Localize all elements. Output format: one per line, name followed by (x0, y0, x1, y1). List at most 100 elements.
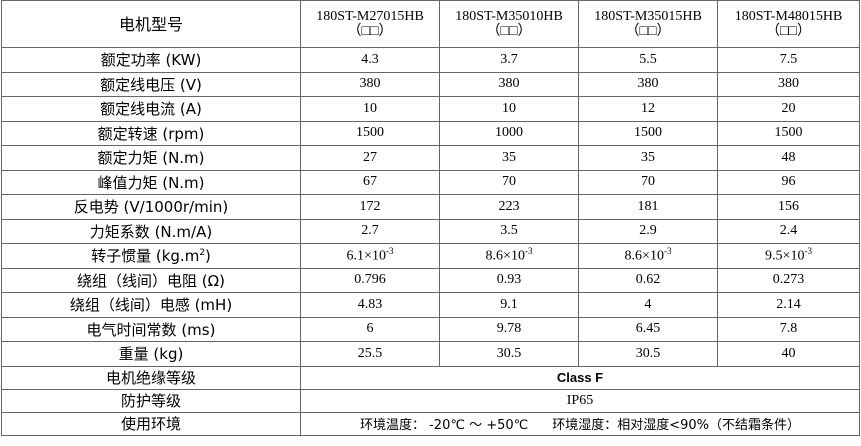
env-cell: 环境温度： -20℃ ～ +50℃ 环境湿度：相对湿度<90%（不结霜条件） (300, 411, 860, 436)
value-cell: 0.273 (717, 267, 860, 293)
value-cell: Class F (300, 365, 860, 390)
value-cell: 9.78 (439, 316, 579, 342)
model-suffix: （□□） (486, 24, 532, 39)
value-cell: 223 (439, 194, 579, 220)
model-cell: 180ST-M35015HB （□□） (578, 0, 718, 48)
value-cell: 40 (717, 341, 860, 367)
model-cell: 180ST-M27015HB （□□） (300, 0, 440, 48)
value-cell: 6.45 (578, 316, 718, 342)
row-label: 防护等级 (1, 388, 301, 413)
value-cell: 9.5×10-3 (717, 243, 860, 269)
value-cell: 35 (578, 145, 718, 171)
value-cell: 5.5 (578, 47, 718, 73)
model-cell: 180ST-M48015HB （□□） (717, 0, 860, 48)
label-text: 绕组（线间）电阻 (Ω) (77, 271, 225, 290)
label-text: 额定线电流 (A) (100, 100, 202, 119)
value-cell: 48 (717, 145, 860, 171)
header-row: 电机型号 180ST-M27015HB （□□） 180ST-M35010HB （□□）… (1, 0, 860, 48)
value-cell: 7.5 (717, 47, 860, 73)
row-label: 额定转速 (rpm) (1, 120, 301, 146)
label-text: 额定力矩 (N.m) (97, 149, 205, 168)
label-text: 重量 (kg) (118, 345, 184, 364)
spec-row: 额定力矩 (N.m) 27 35 35 48 (1, 145, 860, 171)
value-cell: 0.796 (300, 267, 440, 293)
value-cell: 70 (439, 169, 579, 195)
model-suffix: （□□） (625, 24, 671, 39)
value-cell: 20 (717, 96, 860, 122)
row-label: 额定线电压 (V) (1, 71, 301, 97)
row-label: 力矩系数 (N.m/A) (1, 218, 301, 244)
footer-row: 电机绝缘等级 Class F (1, 365, 860, 390)
label-text: 反电势 (V/1000r/min) (73, 198, 229, 217)
spec-row: 转子惯量 (kg.m2) 6.1×10-3 8.6×10-3 8.6×10-3 9.5×… (1, 243, 860, 269)
row-label: 重量 (kg) (1, 341, 301, 367)
value-sup: -3 (663, 246, 672, 257)
label-text: 力矩系数 (N.m/A) (89, 222, 213, 241)
spec-row: 额定转速 (rpm) 1500 1000 1500 1500 (1, 120, 860, 146)
value-cell: 6.1×10-3 (300, 243, 440, 269)
model-name: 180ST-M48015HB (734, 9, 843, 24)
value-cell: 70 (578, 169, 718, 195)
value-cell: 3.7 (439, 47, 579, 73)
value-cell: 27 (300, 145, 440, 171)
value-cell: 10 (300, 96, 440, 122)
value-cell: 1500 (578, 120, 718, 146)
model-cell: 180ST-M35010HB （□□） (439, 0, 579, 48)
spec-row: 额定线电压 (V) 380 380 380 380 (1, 71, 860, 97)
value-cell: 25.5 (300, 341, 440, 367)
model-suffix: （□□） (766, 24, 811, 39)
spec-row: 绕组（线间）电感 (mH) 4.83 9.1 4 2.14 (1, 292, 860, 318)
spec-table: 电机型号 180ST-M27015HB （□□） 180ST-M35010HB （□□）… (1, 0, 860, 436)
row-label: 峰值力矩 (N.m) (1, 169, 301, 195)
value-cell: 1500 (717, 120, 860, 146)
model-suffix: （□□） (347, 24, 393, 39)
row-label: 电机绝缘等级 (1, 365, 301, 390)
value-cell: 3.5 (439, 218, 579, 244)
label-text: 电气时间常数 (ms) (86, 320, 216, 339)
row-label: 额定功率 (KW) (1, 47, 301, 73)
value-cell: 0.62 (578, 267, 718, 293)
value-text: 6.1×10 (346, 249, 386, 265)
value-cell: 181 (578, 194, 718, 220)
value-text: 8.6×10 (485, 249, 525, 265)
value-cell: 9.1 (439, 292, 579, 318)
value-cell: 2.14 (717, 292, 860, 318)
value-cell: 7.8 (717, 316, 860, 342)
value-cell: 10 (439, 96, 579, 122)
value-cell: 380 (439, 71, 579, 97)
model-name: 180ST-M27015HB (316, 9, 424, 24)
value-cell: 8.6×10-3 (578, 243, 718, 269)
label-text: 绕组（线间）电感 (mH) (69, 296, 233, 315)
value-cell: 4 (578, 292, 718, 318)
spec-row: 电气时间常数 (ms) 6 9.78 6.45 7.8 (1, 316, 860, 342)
footer-row: 防护等级 IP65 (1, 388, 860, 413)
label-text: 额定功率 (KW) (100, 51, 202, 70)
value-cell: 0.93 (439, 267, 579, 293)
label-text: 额定线电压 (V) (100, 75, 202, 94)
value-cell: IP65 (300, 388, 860, 413)
label-text: 转子惯量 (kg.m (91, 247, 200, 266)
value-cell: 2.9 (578, 218, 718, 244)
model-name: 180ST-M35010HB (455, 9, 563, 24)
spec-row: 绕组（线间）电阻 (Ω) 0.796 0.93 0.62 0.273 (1, 267, 860, 293)
value-cell: 2.4 (717, 218, 860, 244)
header-title: 电机型号 (1, 0, 301, 48)
humidity: 环境湿度：相对湿度<90%（不结霜条件） (552, 418, 801, 433)
value-cell: 4.83 (300, 292, 440, 318)
value-cell: 4.3 (300, 47, 440, 73)
value-cell: 380 (300, 71, 440, 97)
spec-row: 额定线电流 (A) 10 10 12 20 (1, 96, 860, 122)
value-text: 8.6×10 (624, 249, 664, 265)
value-cell: 156 (717, 194, 860, 220)
row-label: 转子惯量 (kg.m2) (1, 243, 301, 269)
value-sup: -3 (804, 246, 812, 257)
row-label: 额定力矩 (N.m) (1, 145, 301, 171)
spec-row: 重量 (kg) 25.5 30.5 30.5 40 (1, 341, 860, 367)
value-cell: 30.5 (439, 341, 579, 367)
value-text: 9.5×10 (765, 249, 805, 265)
spec-row: 反电势 (V/1000r/min) 172 223 181 156 (1, 194, 860, 220)
value-cell: 12 (578, 96, 718, 122)
row-label: 额定线电流 (A) (1, 96, 301, 122)
value-cell: 96 (717, 169, 860, 195)
value-cell: 1000 (439, 120, 579, 146)
